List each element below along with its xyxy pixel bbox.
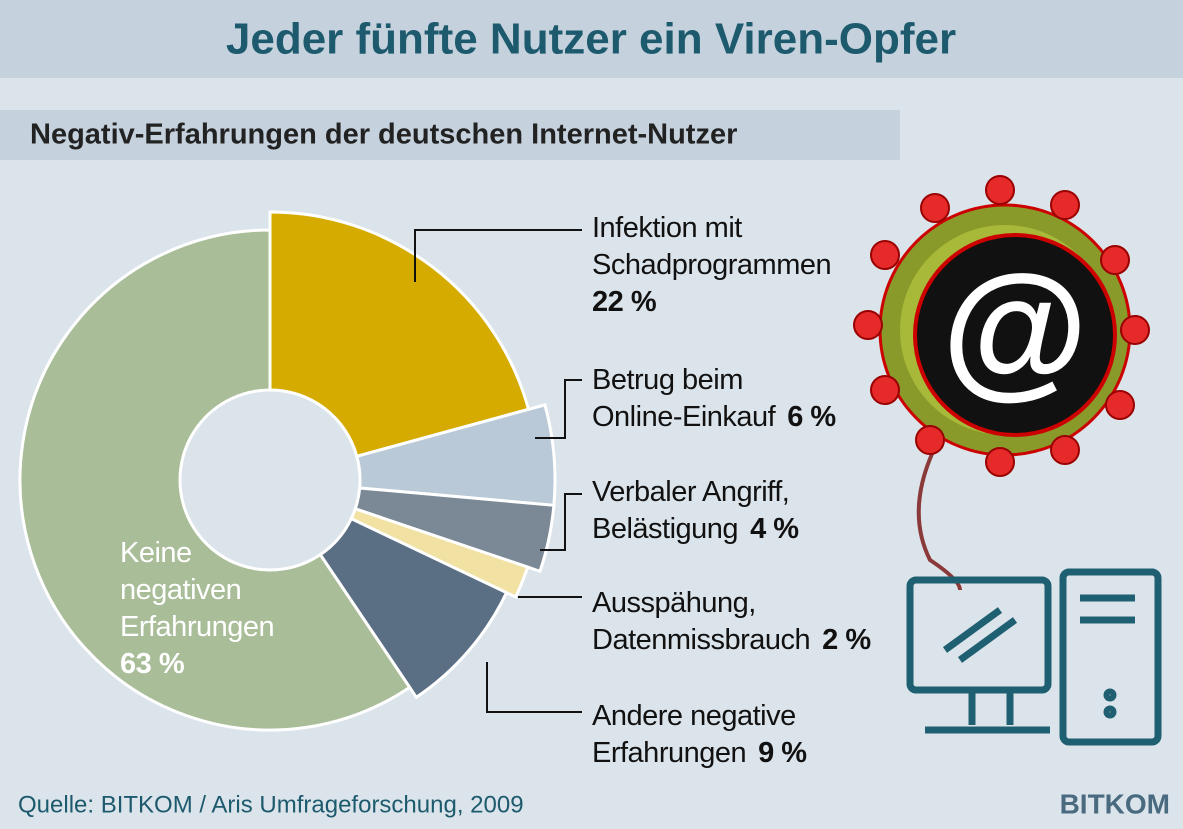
title: Jeder fünfte Nutzer ein Viren-Opfer — [226, 15, 956, 64]
donut-slice — [268, 210, 531, 459]
donut-slice — [18, 228, 412, 732]
leader-lines — [414, 229, 582, 713]
slice-label: Infektion mit Schadprogrammen 22 % — [592, 210, 832, 321]
title-bar — [0, 0, 1183, 78]
category-label: Ausspähung, Datenmissbrauch — [592, 587, 811, 656]
svg-text:@: @ — [942, 244, 1088, 412]
source: Quelle: BITKOM / Aris Umfrageforschung, … — [18, 791, 524, 818]
donut — [18, 210, 557, 732]
slice-label: Betrug beim Online-Einkauf 6 % — [592, 362, 836, 436]
slice-label: Ausspähung, Datenmissbrauch 2 % — [592, 585, 871, 659]
slice-label: Keine negativen Erfahrungen 63 % — [120, 535, 275, 683]
slice-label: Andere negative Erfahrungen 9 % — [592, 698, 807, 772]
value-label: 2 % — [822, 624, 871, 656]
subtitle-bar — [0, 110, 900, 160]
virus-icon: @ — [853, 175, 1150, 591]
category-label: Infektion mit Schadprogrammen — [592, 212, 832, 281]
computer-icon — [906, 568, 1162, 746]
value-label: 4 % — [750, 513, 799, 545]
value-label: 63 % — [120, 648, 185, 680]
value-label: 9 % — [758, 737, 807, 769]
logo: BITKOM — [1060, 788, 1170, 819]
value-label: 22 % — [592, 286, 657, 318]
slice-label: Verbaler Angriff, Belästigung 4 % — [592, 474, 799, 548]
subtitle: Negativ-Erfahrungen der deutschen Intern… — [30, 119, 737, 151]
category-label: Betrug beim Online-Einkauf — [592, 364, 776, 433]
category-label: Verbaler Angriff, Belästigung — [592, 476, 790, 545]
value-label: 6 % — [787, 401, 836, 433]
donut-slice — [318, 516, 509, 700]
category-label: Keine negativen Erfahrungen — [120, 537, 275, 643]
category-label: Andere negative Erfahrungen — [592, 700, 796, 769]
